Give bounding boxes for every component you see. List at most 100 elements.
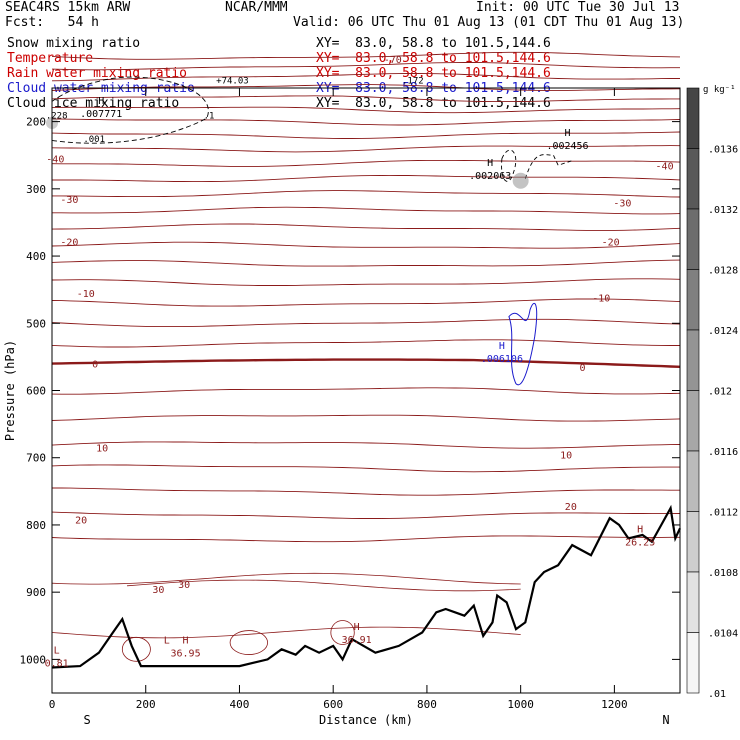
- x-axis-title: Distance (km): [319, 713, 413, 727]
- extremum-value: 36.95: [171, 648, 201, 659]
- colorbar-segment: [686, 511, 700, 573]
- isotherm-line: [51, 441, 681, 449]
- colorbar-tick-label: .0132: [708, 205, 738, 216]
- isotherm-line: [51, 535, 680, 543]
- y-tick-label: 300: [26, 183, 46, 196]
- colorbar-unit: g kg⁻¹: [703, 85, 736, 95]
- isotherm-line: [51, 159, 681, 167]
- y-tick-label: 400: [26, 250, 46, 263]
- isotherm-line: [51, 387, 681, 395]
- zero-isotherm-line: [51, 358, 681, 368]
- isotherm-line: [51, 241, 681, 249]
- low-level-isotherm: [51, 572, 521, 585]
- isotherm-line: [51, 298, 681, 307]
- low-level-isotherm: [51, 626, 521, 639]
- y-tick-label: 900: [26, 586, 46, 599]
- snow-shaded-area: [512, 172, 529, 189]
- isotherm-line: [51, 73, 680, 82]
- cloud-water-contour: [508, 303, 538, 386]
- extremum-value: .006106: [481, 354, 523, 365]
- contour-value-label: +74.03: [216, 76, 249, 86]
- field-xy-temperature: XY= 83.0, 58.8 to 101.5,144.6: [316, 51, 551, 66]
- plot-frame: [51, 87, 681, 694]
- extremum-value: 36.91: [342, 635, 372, 646]
- extremum-mark: L: [164, 635, 170, 646]
- isotherm-line: [51, 511, 681, 519]
- y-axis-title: Pressure (hPa): [3, 340, 17, 441]
- extremum-mark: H: [354, 622, 360, 633]
- extremum-mark: H: [499, 341, 505, 352]
- colorbar-segment: [686, 632, 700, 694]
- isotherm-label: 10: [96, 444, 108, 455]
- isotherm-line: [51, 464, 680, 473]
- extremum-mark: H: [565, 128, 571, 139]
- x-axis-south-label: S: [84, 713, 91, 727]
- x-tick-label: 800: [417, 698, 437, 711]
- isotherm-line: [51, 106, 681, 114]
- isotherm-line: [51, 131, 681, 139]
- terrain-line: [51, 504, 681, 669]
- y-tick-label: 600: [26, 385, 46, 398]
- extremum-value: .002063: [469, 171, 511, 182]
- isotherm-label: 20: [75, 516, 87, 527]
- colorbar-tick-label: .012: [708, 387, 732, 398]
- isotherm-label: -30: [60, 195, 78, 206]
- y-tick-label: 1000: [20, 653, 47, 666]
- isotherm-line: [51, 84, 681, 91]
- isotherm-line: [51, 145, 681, 153]
- isotherm-line: [51, 278, 681, 286]
- y-tick-label: 700: [26, 452, 46, 465]
- colorbar-segment: [686, 329, 700, 391]
- x-axis-north-label: N: [662, 713, 669, 727]
- forecast-hour: Fcst: 54 h: [5, 15, 99, 30]
- colorbar-segment: [686, 571, 700, 633]
- colorbar-segment: [686, 450, 700, 512]
- y-tick-label: 500: [26, 317, 46, 330]
- isotherm-label: 30: [178, 580, 190, 591]
- field-name-snow: Snow mixing ratio: [7, 36, 141, 51]
- extremum-value: 26.25: [625, 537, 655, 548]
- low-level-isotherm: [126, 579, 521, 592]
- isotherm-line: [52, 174, 681, 183]
- isotherm-label: -40: [46, 155, 64, 166]
- x-tick-label: 600: [323, 698, 343, 711]
- x-tick-label: 0: [49, 698, 56, 711]
- isotherm-label: -20: [602, 237, 620, 248]
- colorbar-tick-label: .01: [708, 689, 726, 700]
- extremum-value: .007771: [80, 109, 122, 120]
- colorbar-segment: [686, 87, 700, 149]
- y-tick-label: 200: [26, 116, 46, 129]
- isotherm-label: -30: [613, 198, 631, 209]
- colorbar-segment: [686, 269, 700, 331]
- isotherm-line: [51, 118, 681, 126]
- isotherm-label: -20: [60, 237, 78, 248]
- isotherm-line: [51, 414, 681, 422]
- field-xy-snow: XY= 83.0, 58.8 to 101.5,144.6: [316, 36, 551, 51]
- colorbar-segment: [686, 148, 700, 210]
- isotherm-label: 0: [92, 360, 98, 371]
- isotherm-label: -10: [77, 289, 95, 300]
- isotherm-label: 20: [565, 502, 577, 513]
- colorbar-segment: [686, 208, 700, 270]
- extremum-value: .002456: [546, 141, 588, 152]
- x-tick-label: 400: [230, 698, 250, 711]
- isotherm-label: -10: [592, 294, 610, 305]
- isotherm-label: 0: [580, 363, 586, 374]
- colorbar-tick-label: .0112: [708, 508, 738, 519]
- contour-value-label: .228: [46, 111, 68, 121]
- isotherm-label: -70: [384, 55, 402, 66]
- colorbar-tick-label: .0136: [708, 145, 738, 156]
- model-title: SEAC4RS 15km ARW: [5, 0, 131, 15]
- contour-value-label: .172: [402, 76, 424, 86]
- colorbar-segment: [686, 390, 700, 452]
- x-tick-label: 1000: [507, 698, 534, 711]
- colorbar-tick-label: .0124: [708, 326, 738, 337]
- extremum-value: 0.81: [45, 658, 69, 669]
- rain-water-contour: [330, 620, 355, 645]
- field-xy-cloud-ice: XY= 83.0, 58.8 to 101.5,144.6: [316, 96, 551, 111]
- contour-value-label: .001: [83, 135, 105, 145]
- isotherm-label: 10: [560, 450, 572, 461]
- init-time: Init: 00 UTC Tue 30 Jul 13: [476, 0, 680, 15]
- isotherm-line: [51, 318, 681, 328]
- rain-water-contour: [121, 636, 151, 662]
